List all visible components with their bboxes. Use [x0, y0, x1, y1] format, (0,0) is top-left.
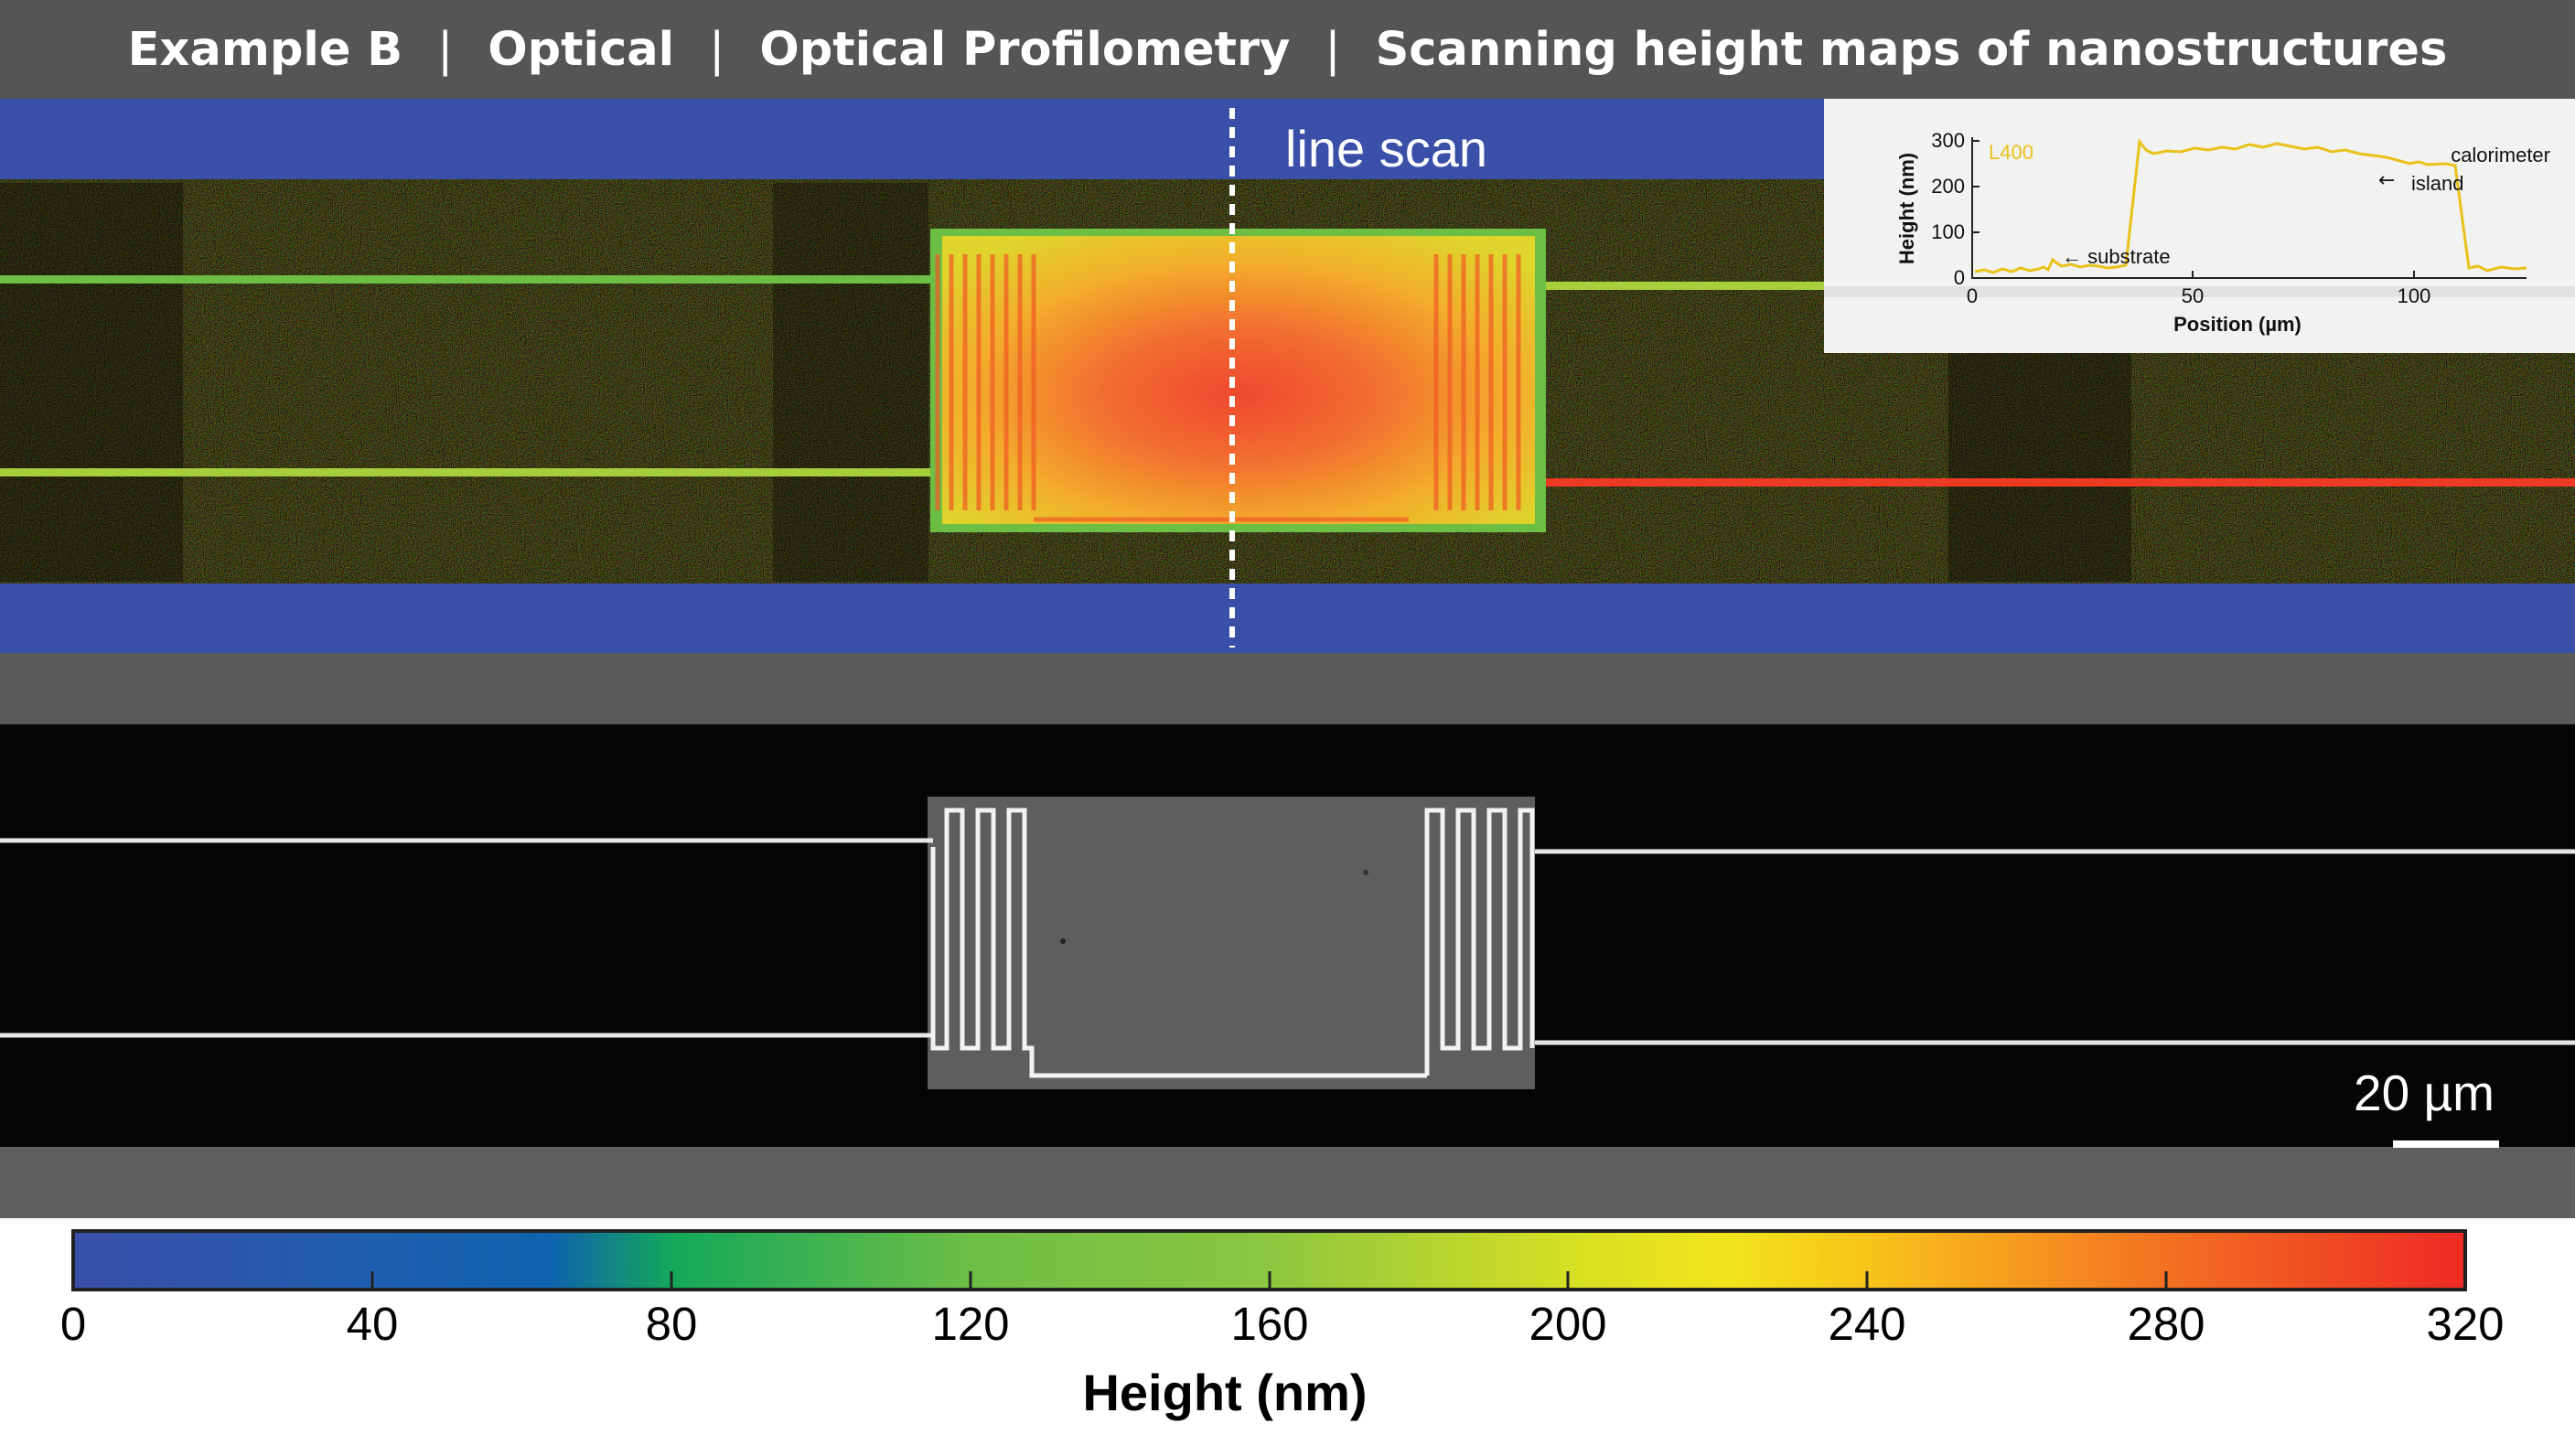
- optical-meander-left: [930, 808, 1427, 1078]
- colorbar-tick-label: 320: [2426, 1298, 2505, 1350]
- inset-ylabel: Height (nm): [1895, 153, 1918, 264]
- lead-top-left: [0, 275, 933, 284]
- category-label: Optical: [488, 22, 675, 77]
- colorbar-tick-label: 40: [346, 1298, 399, 1350]
- colorbar-tick-label: 240: [1828, 1298, 1906, 1350]
- inset-xtick: 100: [2398, 284, 2431, 307]
- optical-island: [928, 797, 1535, 1089]
- inset-ytick: 0: [1954, 266, 1965, 289]
- optical-substrate-bottom: [0, 1147, 2575, 1218]
- inset-annotation-island-2: island: [2411, 172, 2463, 195]
- inset-annotation-island: calorimeter: [2451, 144, 2550, 166]
- optical-meander-right: [1424, 808, 1535, 1076]
- line-scan-inset: L400 Height (nm) 0 100 200 300 0 50 100 …: [1824, 99, 2575, 353]
- inset-ytick: 100: [1931, 220, 1965, 243]
- inset-annotation-substrate: ← substrate: [2062, 245, 2171, 268]
- inset-xtick: 50: [2182, 284, 2204, 307]
- separator: |: [437, 22, 454, 77]
- colorbar-ticks: [370, 1271, 2168, 1290]
- inset-xtick: 0: [1967, 284, 1978, 307]
- line-scan-label: line scan: [1285, 120, 1487, 177]
- inset-annotation-arrow: ←: [2378, 169, 2395, 192]
- line-scan-trace: [1974, 138, 2527, 274]
- colorbar: [71, 1229, 2467, 1291]
- colorbar-title: Height (nm): [1082, 1364, 1368, 1421]
- optical-defect: [1060, 938, 1066, 944]
- colorbar-tick-label: 280: [2127, 1298, 2205, 1350]
- inset-xlabel: Position (µm): [2173, 313, 2301, 336]
- technique-label: Optical Profilometry: [759, 22, 1291, 77]
- trench-dark-mid: [773, 183, 928, 582]
- scale-bar-label: 20 µm: [2354, 1065, 2495, 1121]
- separator: |: [1325, 22, 1341, 77]
- colorbar-tick-label: 160: [1230, 1298, 1309, 1350]
- scale-bar: [2393, 1140, 2499, 1148]
- colorbar-tick-label: 200: [1529, 1298, 1607, 1350]
- lead-bottom-left: [0, 468, 933, 476]
- inset-axes: [1971, 137, 2527, 279]
- substrate-blue-bottom: [0, 579, 2575, 653]
- colorbar-tick-label: 0: [59, 1298, 87, 1350]
- meander-right-map: [1433, 254, 1521, 510]
- optical-substrate-top: [0, 653, 2575, 724]
- inset-ytick: 200: [1931, 175, 1965, 198]
- description-label: Scanning height maps of nanostructures: [1375, 22, 2448, 77]
- colorbar-tick-label: 120: [931, 1298, 1010, 1350]
- optical-defect: [1363, 870, 1368, 875]
- meander-left-map: [935, 254, 1409, 522]
- optical-leads: [0, 838, 2575, 1045]
- inset-faint-band: [1824, 286, 2575, 297]
- calorimeter-island-surface: [942, 236, 1535, 524]
- example-label: Example B: [127, 22, 403, 77]
- separator: |: [709, 22, 725, 77]
- title-bar: Example B | Optical | Optical Profilomet…: [0, 0, 2575, 99]
- inset-background: [1824, 99, 2575, 353]
- trench-dark-left: [0, 183, 183, 582]
- colorbar-tick-label: 80: [645, 1298, 698, 1350]
- inset-ytick: 300: [1931, 129, 1965, 152]
- inset-sample-label: L400: [1989, 141, 2033, 164]
- lead-bottom-right: [1544, 478, 2575, 487]
- optical-image-panel: [0, 653, 2575, 1218]
